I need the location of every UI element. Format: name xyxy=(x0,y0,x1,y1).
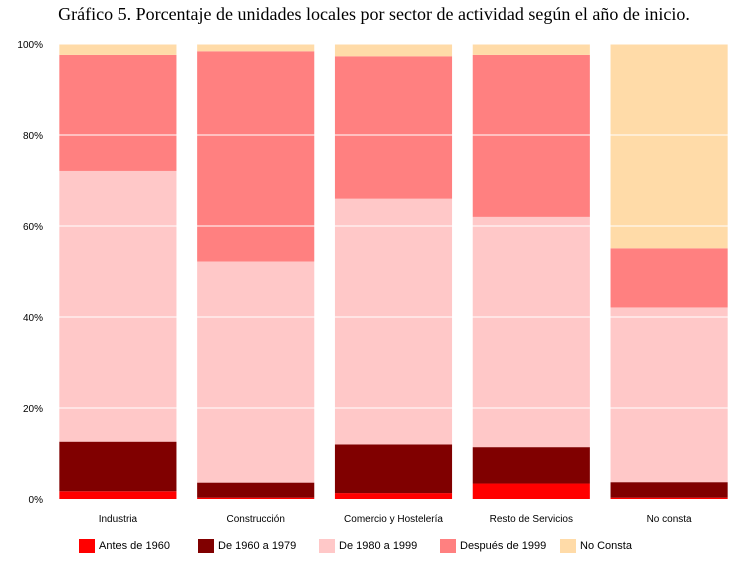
legend-label: Antes de 1960 xyxy=(99,540,170,552)
legend-item: Antes de 1960 xyxy=(79,539,170,553)
legend-swatch xyxy=(319,539,335,553)
bar-segment-0 xyxy=(472,483,590,499)
bar-stack-0 xyxy=(59,44,177,499)
bar-segment-2 xyxy=(334,198,453,445)
bar-segment-4 xyxy=(472,44,590,55)
legend-item: De 1980 a 1999 xyxy=(319,539,417,553)
bar-segment-3 xyxy=(59,54,177,171)
bar-segment-4 xyxy=(59,44,177,55)
legend-item: Después de 1999 xyxy=(440,539,546,553)
y-tick-label: 0% xyxy=(29,495,44,506)
legend-label: No Consta xyxy=(580,540,632,552)
legend-swatch xyxy=(440,539,456,553)
bar-segment-0 xyxy=(610,497,728,499)
legend-label: De 1980 a 1999 xyxy=(339,540,418,552)
legend-label: De 1960 a 1979 xyxy=(218,540,297,552)
legend-label: Después de 1999 xyxy=(460,540,547,552)
chart-title: Gráfico 5. Porcentaje de unidades locale… xyxy=(58,4,690,24)
bar-segment-2 xyxy=(472,216,590,448)
legend-item: De 1960 a 1979 xyxy=(198,539,296,553)
bar-segment-1 xyxy=(610,482,728,498)
bar-segment-4 xyxy=(610,44,728,249)
legend-swatch xyxy=(560,539,576,553)
bar-segment-3 xyxy=(472,54,590,217)
y-tick-label: 20% xyxy=(23,404,43,415)
legend-swatch xyxy=(79,539,95,553)
bar-segment-0 xyxy=(334,493,453,499)
bar-segment-3 xyxy=(334,56,453,199)
bar-stack-3 xyxy=(472,44,590,499)
x-tick-label: Resto de Servicios xyxy=(490,514,573,525)
bar-segment-1 xyxy=(334,444,453,494)
x-tick-label: No consta xyxy=(647,514,692,525)
legend-swatch xyxy=(198,539,214,553)
bar-segment-0 xyxy=(197,497,315,499)
y-tick-label: 40% xyxy=(23,313,43,324)
bar-segment-2 xyxy=(610,307,728,483)
bar-segment-1 xyxy=(472,447,590,484)
x-tick-label: Industria xyxy=(99,514,138,525)
bar-segment-2 xyxy=(197,261,315,483)
y-tick-label: 100% xyxy=(17,40,43,51)
bar-segment-4 xyxy=(197,44,315,52)
bar-segment-3 xyxy=(610,248,728,308)
y-tick-label: 60% xyxy=(23,222,43,233)
legend-item: No Consta xyxy=(560,539,632,553)
bar-stacks xyxy=(59,44,728,499)
bar-segment-2 xyxy=(59,170,177,442)
bar-stack-4 xyxy=(610,44,728,499)
bar-segment-0 xyxy=(59,491,177,499)
bar-segment-4 xyxy=(334,44,453,57)
bar-stack-1 xyxy=(197,44,315,499)
x-tick-label: Comercio y Hostelería xyxy=(344,514,443,525)
legend: Antes de 1960 De 1960 a 1979 De 1980 a 199… xyxy=(0,539,748,557)
bar-segment-1 xyxy=(197,482,315,498)
y-axis-ticks: 0% 20% 40% 60% 80% 100% xyxy=(17,40,43,506)
gridlines xyxy=(49,43,738,500)
y-tick-label: 80% xyxy=(23,131,43,142)
bar-stack-2 xyxy=(334,44,453,499)
bar-segment-1 xyxy=(59,441,177,492)
x-axis-labels: Industria Construcción Comercio y Hosteler… xyxy=(99,514,692,525)
bar-segment-3 xyxy=(197,51,315,262)
x-tick-label: Construcción xyxy=(227,514,285,525)
